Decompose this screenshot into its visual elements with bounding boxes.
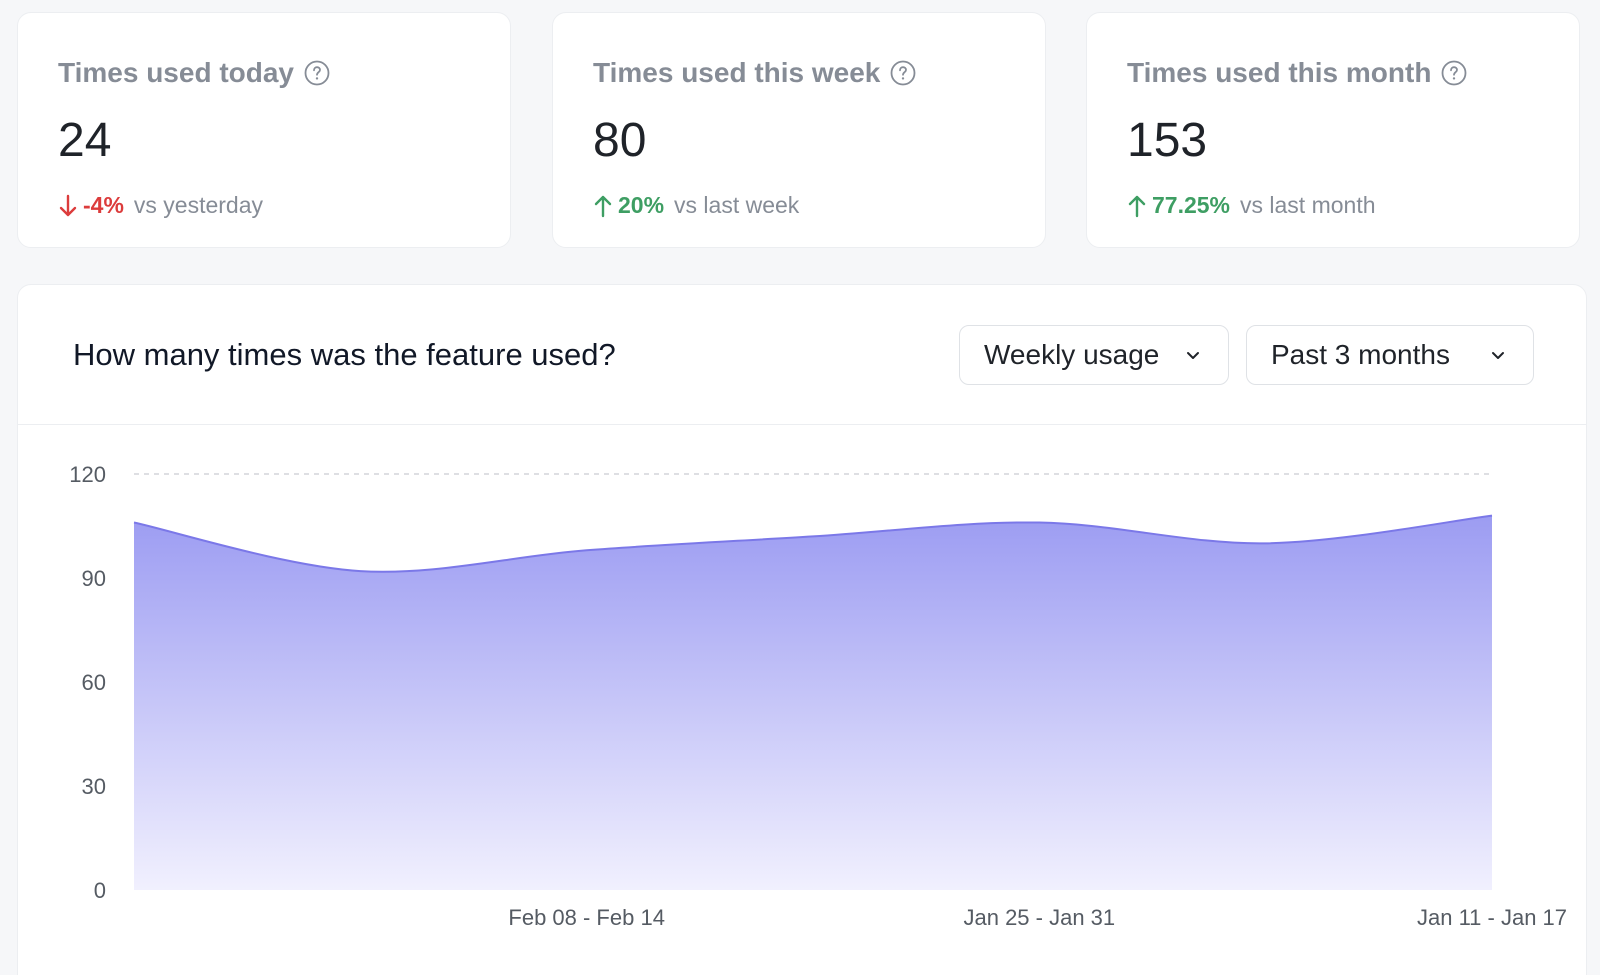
stat-change: 77.25% vs last month <box>1127 192 1376 219</box>
stat-title: Times used this week <box>593 57 916 89</box>
y-tick-label: 90 <box>82 566 106 591</box>
x-tick-label: Jan 11 - Jan 17 <box>1417 905 1567 930</box>
stat-title: Times used this month <box>1127 57 1467 89</box>
chart-title: How many times was the feature used? <box>73 337 616 372</box>
change-label: vs yesterday <box>133 192 264 218</box>
series-line <box>133 514 1493 573</box>
stat-value: 24 <box>58 114 112 167</box>
y-tick-label: 30 <box>82 774 106 799</box>
question-circle-icon[interactable] <box>890 60 916 86</box>
change-label: vs last week <box>674 192 800 218</box>
y-tick-label: 0 <box>94 878 106 903</box>
y-tick-label: 120 <box>69 462 106 487</box>
stat-card-today: Times used today 24 -4% vs yesterday <box>17 12 511 248</box>
area-chart: 0 30 60 90 120 Feb 08 - Feb 14 Jan 25 - Jan 31… <box>69 462 1567 930</box>
stat-title-label: Times used this week <box>593 57 881 88</box>
chevron-down-icon <box>1492 352 1504 359</box>
area-fill <box>134 515 1492 890</box>
y-tick-label: 60 <box>82 670 106 695</box>
range-select-value: Past 3 months <box>1271 339 1450 370</box>
change-value: 77.25% <box>1152 192 1231 218</box>
stat-change: -4% vs yesterday <box>58 192 263 219</box>
x-tick-label: Feb 08 - Feb 14 <box>508 905 665 930</box>
stat-change: 20% vs last week <box>593 192 799 219</box>
x-tick-label: Jan 25 - Jan 31 <box>963 905 1115 930</box>
arrow-up-icon <box>594 195 612 217</box>
granularity-select-value: Weekly usage <box>984 339 1160 370</box>
stat-value: 153 <box>1127 114 1208 167</box>
chart-header: How many times was the feature used? Wee… <box>18 285 1586 425</box>
stat-title-label: Times used today <box>58 57 295 88</box>
question-circle-icon[interactable] <box>1441 60 1467 86</box>
change-value: -4% <box>83 192 124 218</box>
change-label: vs last month <box>1240 192 1376 218</box>
stat-title: Times used today <box>58 57 330 89</box>
stat-card-week: Times used this week 80 20% vs last week <box>552 12 1046 248</box>
stat-title-label: Times used this month <box>1127 57 1432 88</box>
chevron-down-icon <box>1187 352 1199 359</box>
granularity-select[interactable]: Weekly usage <box>959 325 1229 385</box>
question-circle-icon[interactable] <box>304 60 330 86</box>
arrow-up-icon <box>1128 195 1146 217</box>
stat-value: 80 <box>593 114 647 167</box>
range-select[interactable]: Past 3 months <box>1246 325 1534 385</box>
usage-chart-card: How many times was the feature used? Wee… <box>17 284 1587 975</box>
arrow-down-icon <box>59 194 77 216</box>
change-value: 20% <box>618 192 665 218</box>
stat-card-month: Times used this month 153 77.25% vs last… <box>1086 12 1580 248</box>
